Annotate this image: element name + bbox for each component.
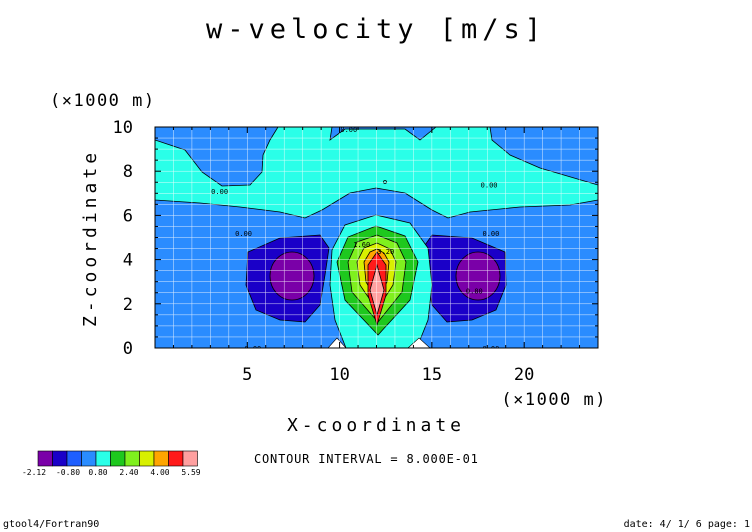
colorbar-swatch xyxy=(153,450,169,467)
y-axis-label: Z-coordinate xyxy=(80,149,101,327)
colorbar-swatch xyxy=(66,450,82,467)
colorbar-swatch xyxy=(124,450,140,467)
y-tick-label: 2 xyxy=(123,295,133,315)
colorbar-swatch xyxy=(37,450,53,467)
colorbar-swatch xyxy=(81,450,97,467)
x-axis-label: X-coordinate xyxy=(287,415,465,436)
colorbar-label: 2.40 xyxy=(119,468,138,477)
colorbar-label: 0.80 xyxy=(88,468,107,477)
y-tick-label: 6 xyxy=(123,206,133,226)
white-gap-left xyxy=(327,337,347,348)
colorbar-label: -2.12 xyxy=(22,468,46,477)
y-axis: 0 2 4 6 8 10 xyxy=(113,118,598,359)
contour-label: 0.00 xyxy=(481,181,498,189)
colorbar-swatch xyxy=(182,450,198,467)
contour-label: 1.60 xyxy=(353,241,370,249)
x-tick-label: 5 xyxy=(242,365,252,385)
x-axis: 5 10 15 20 xyxy=(154,127,599,385)
colorbar-label: -0.80 xyxy=(56,468,80,477)
pink-core xyxy=(369,263,385,317)
colorbar-swatch xyxy=(52,450,68,467)
grid xyxy=(155,127,598,348)
x-tick-label: 15 xyxy=(422,365,442,385)
colorbar-swatch xyxy=(168,450,184,467)
contour-label: 0.00 xyxy=(340,126,357,134)
y-axis-unit: (×1000 m) xyxy=(50,91,156,111)
contour-label: 0.00 xyxy=(211,188,228,196)
y-tick-label: 0 xyxy=(123,339,133,359)
colorbar-swatch xyxy=(110,450,126,467)
colorbar: -2.12 -0.80 0.80 2.40 4.00 5.59 xyxy=(22,450,201,477)
colorbar-label: 4.00 xyxy=(150,468,169,477)
contour-interval-text: CONTOUR INTERVAL = 8.000E-01 xyxy=(254,452,479,466)
colorbar-label: 5.59 xyxy=(181,468,200,477)
contour-label: 0.80 xyxy=(466,288,483,296)
footer-left: gtool4/Fortran90 xyxy=(3,519,99,530)
colorbar-swatch xyxy=(95,450,111,467)
contour-label: 0.00 xyxy=(483,345,500,353)
colorbar-swatch xyxy=(139,450,155,467)
x-tick-label: 20 xyxy=(514,365,534,385)
contour-label: 3.20 xyxy=(377,248,394,256)
footer-right: date: 4/ 1/ 6 page: 1 xyxy=(624,519,750,530)
contour-labels: 0.00 0.00 0.00 0.00 0.00 1.60 3.20 0.00 0.00 0.80 xyxy=(211,126,500,353)
contour-label: 0.00 xyxy=(244,345,261,353)
y-tick-label: 8 xyxy=(123,162,133,182)
x-tick-label: 10 xyxy=(329,365,349,385)
purple-region-right xyxy=(455,251,501,301)
purple-region-left xyxy=(269,251,315,301)
contour-label: 0.00 xyxy=(483,230,500,238)
y-tick-label: 4 xyxy=(123,251,133,271)
contour-label: 0.00 xyxy=(235,230,252,238)
y-tick-label: 10 xyxy=(113,118,133,138)
chart-title: w-velocity [m/s] xyxy=(206,14,546,45)
x-axis-unit: (×1000 m) xyxy=(501,390,607,410)
contour-field: 0.00 0.00 0.00 0.00 0.00 1.60 3.20 0.00 0.00 0.80 xyxy=(155,126,598,353)
